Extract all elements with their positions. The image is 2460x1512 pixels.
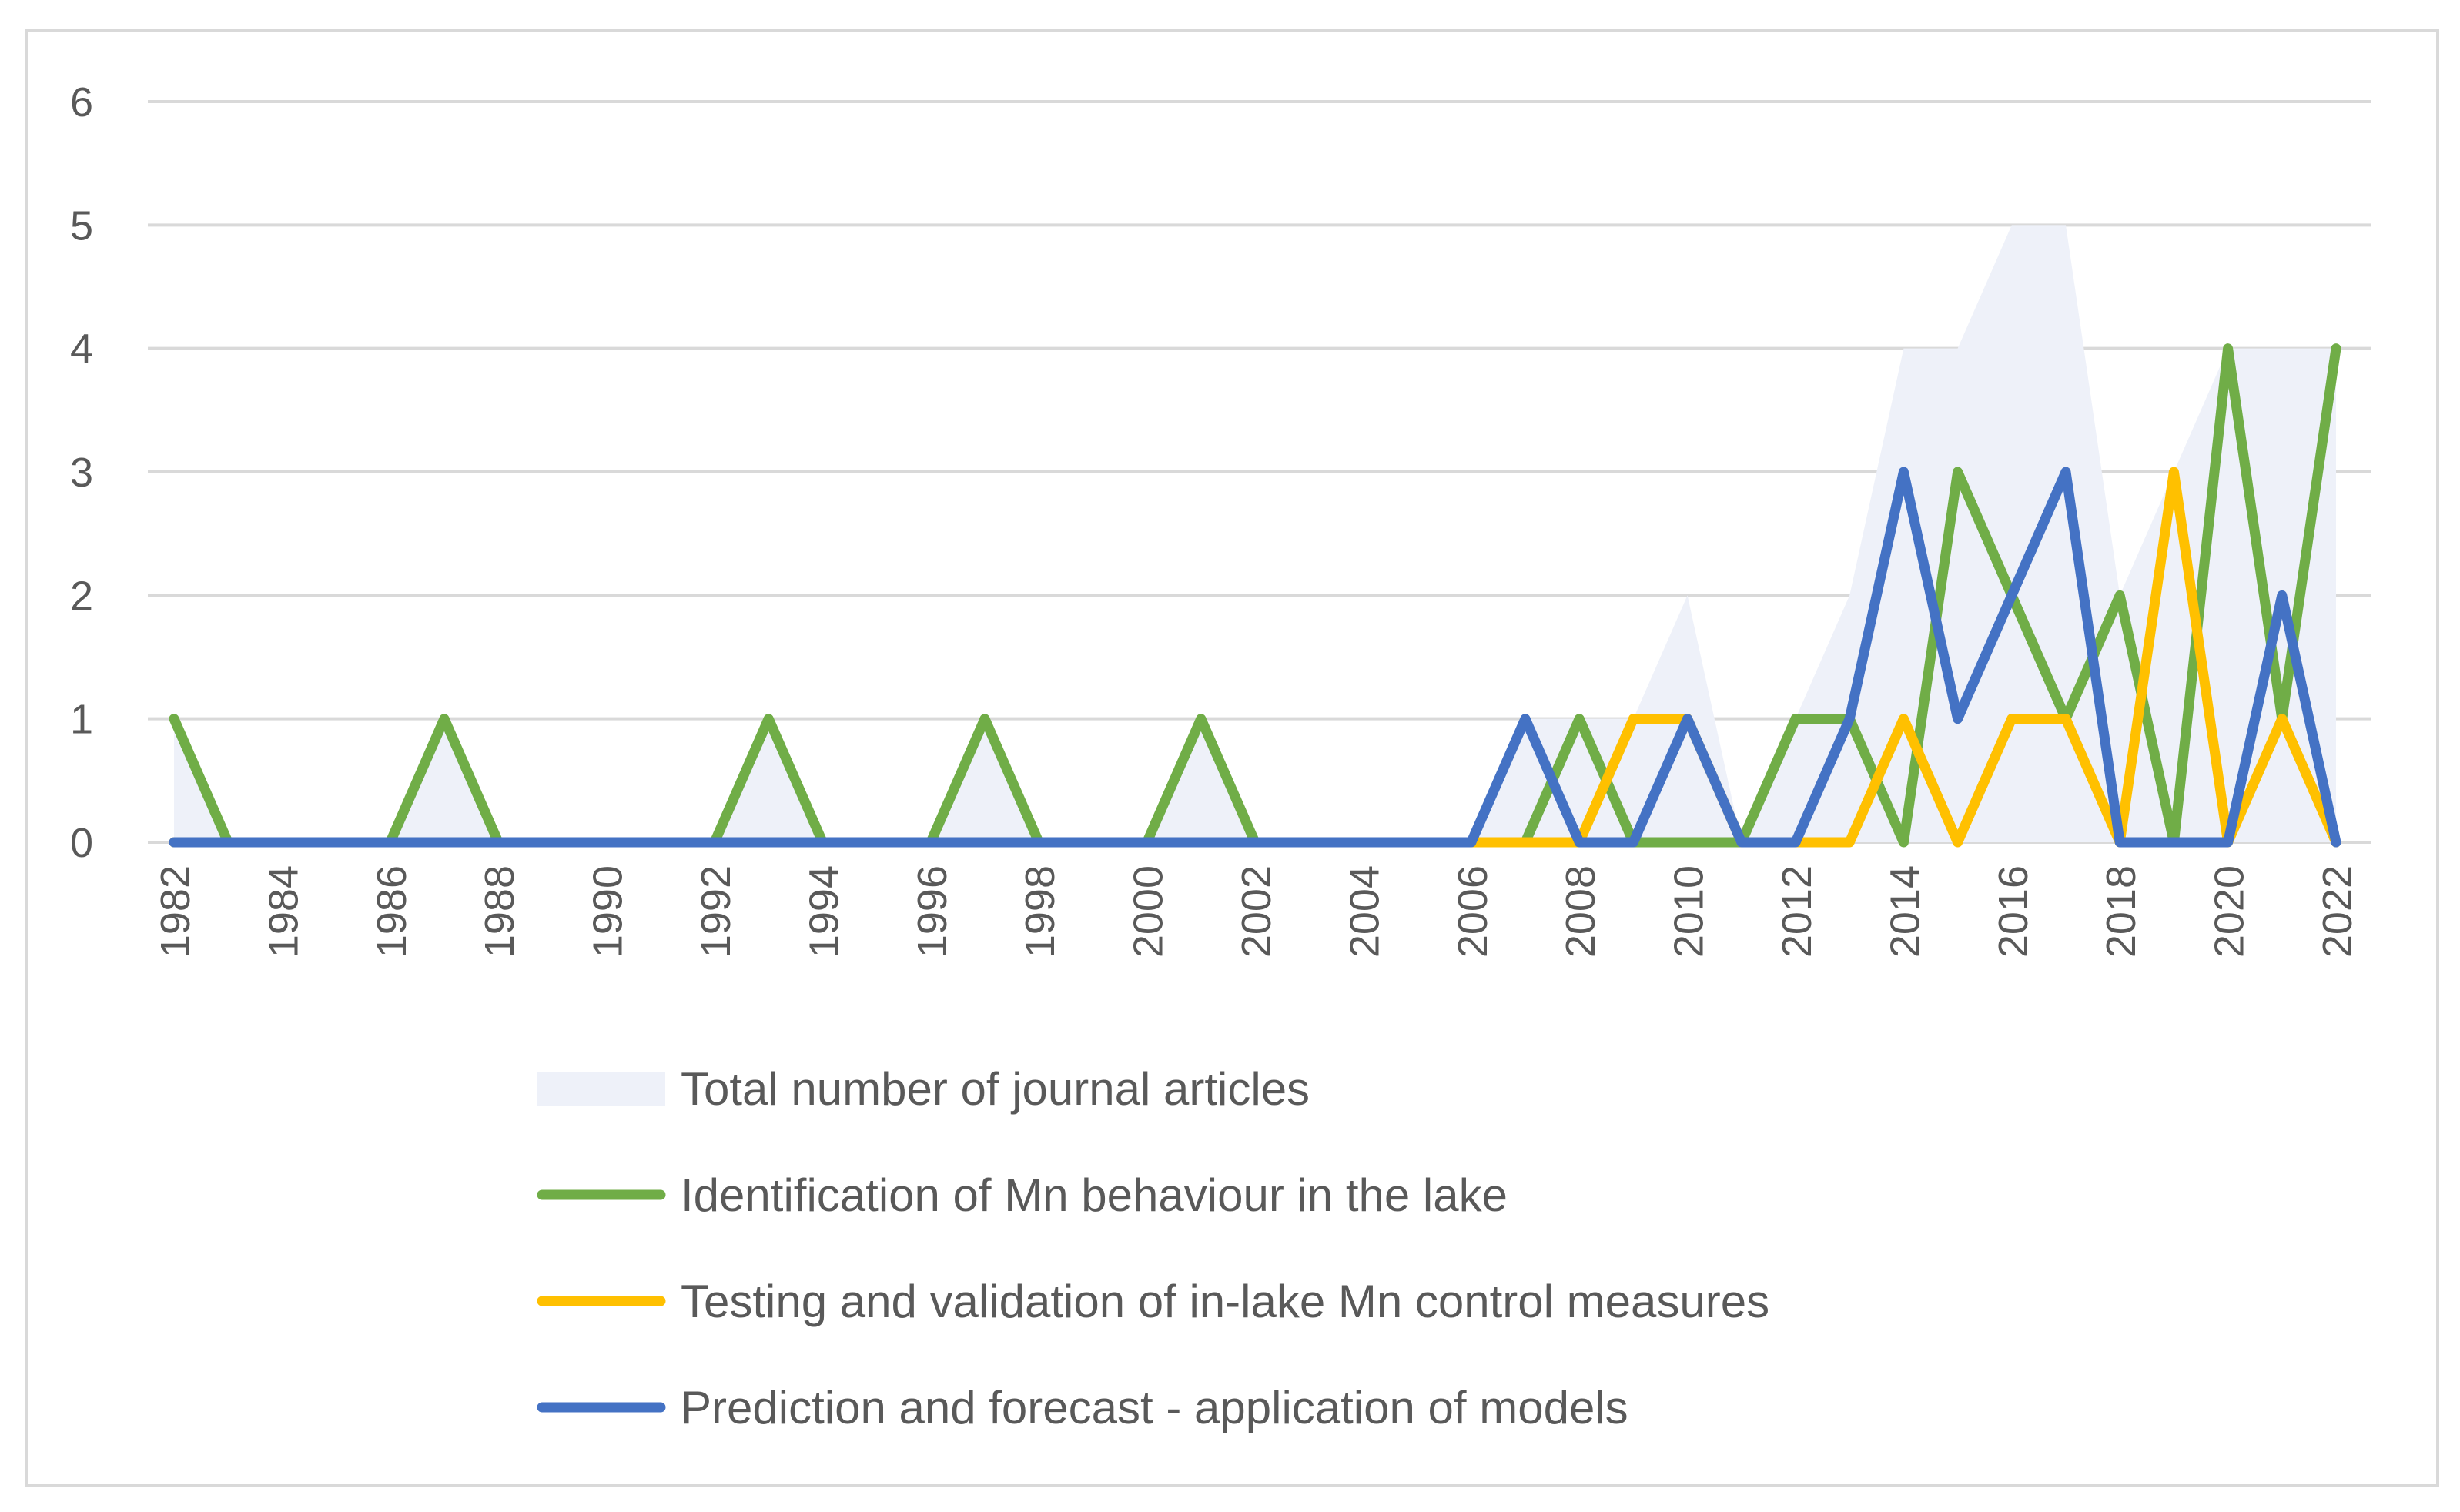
x-tick-label: 1996 (909, 865, 956, 958)
x-tick-label: 1988 (477, 865, 523, 958)
x-tick-label: 2010 (1666, 865, 1712, 958)
area-series-layer (174, 225, 2336, 842)
x-tick-label: 1990 (585, 865, 631, 958)
y-tick-label: 4 (70, 326, 93, 373)
x-tick-label: 1992 (693, 865, 739, 958)
chart-frame: 0 1 2 3 4 5 6 1982 1984 1986 1988 1990 1992 1994 1996… (25, 29, 2439, 1487)
x-tick-label: 2022 (2314, 865, 2361, 958)
y-tick-label: 3 (70, 450, 93, 496)
y-tick-label: 5 (70, 202, 93, 249)
x-tick-label: 2020 (2207, 865, 2253, 958)
x-tick-label: 2018 (2098, 865, 2144, 958)
y-axis-ticks: 0 1 2 3 4 5 6 (70, 79, 93, 866)
area-series-total-articles (174, 225, 2336, 842)
x-tick-label: 2000 (1126, 865, 1172, 958)
y-tick-label: 0 (70, 820, 93, 866)
x-tick-label: 1986 (369, 865, 415, 958)
line-series-layer (169, 343, 2341, 848)
x-tick-label: 2012 (1774, 865, 1820, 958)
legend-swatch-total-articles (537, 1072, 665, 1106)
legend: Total number of journal articles Identifi… (537, 1063, 1769, 1433)
x-axis-ticks: 1982 1984 1986 1988 1990 1992 1994 1996 1998 2000… (152, 865, 2361, 958)
x-tick-label: 1982 (152, 865, 199, 958)
x-tick-label: 1994 (801, 865, 847, 958)
legend-label: Testing and validation of in-lake Mn con… (681, 1276, 1769, 1327)
x-tick-label: 2006 (1450, 865, 1496, 958)
y-tick-label: 1 (70, 697, 93, 743)
legend-label: Prediction and forecast - application of… (681, 1382, 1628, 1433)
y-tick-label: 6 (70, 79, 93, 125)
line-series-prediction-forecast (169, 467, 2341, 848)
x-tick-label: 2008 (1558, 865, 1604, 958)
x-tick-label: 1984 (260, 865, 306, 958)
y-tick-label: 2 (70, 573, 93, 619)
x-tick-label: 2004 (1341, 865, 1387, 958)
x-tick-label: 2014 (1882, 865, 1928, 958)
x-tick-label: 2002 (1233, 865, 1280, 958)
line-chart: 0 1 2 3 4 5 6 1982 1984 1986 1988 1990 1992 1994 1996… (70, 79, 2371, 1433)
legend-label: Total number of journal articles (681, 1063, 1310, 1115)
legend-label: Identification of Mn behaviour in the la… (681, 1169, 1508, 1221)
x-tick-label: 1998 (1017, 865, 1063, 958)
x-tick-label: 2016 (1990, 865, 2037, 958)
